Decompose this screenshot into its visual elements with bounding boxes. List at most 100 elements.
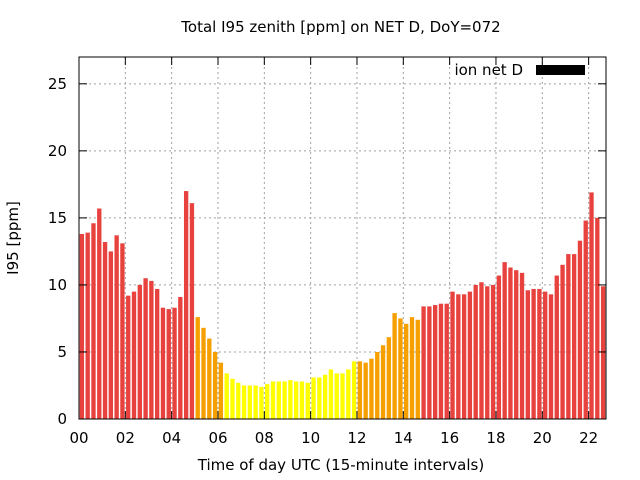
bar <box>241 385 247 419</box>
bar <box>265 384 270 419</box>
bar <box>438 303 444 419</box>
bar <box>346 369 351 419</box>
x-tick-label: 06 <box>208 429 227 447</box>
bar <box>207 338 212 419</box>
bar <box>340 373 345 419</box>
bar <box>166 309 171 419</box>
bar <box>380 345 386 419</box>
bar <box>577 240 583 419</box>
bar <box>357 361 363 419</box>
bar <box>102 242 108 419</box>
y-axis-label: I95 [ppm] <box>4 201 22 275</box>
bar <box>288 380 293 419</box>
bar <box>467 291 473 419</box>
bar <box>183 191 189 419</box>
bar <box>195 317 200 419</box>
bar <box>236 382 241 419</box>
bar <box>571 254 577 419</box>
bar <box>415 319 420 419</box>
bar <box>334 373 339 419</box>
bar-series <box>79 191 606 419</box>
x-axis-label: Time of day UTC (15-minute intervals) <box>197 456 484 474</box>
bar <box>502 262 507 419</box>
bar <box>160 307 166 419</box>
x-tick-label: 22 <box>579 429 598 447</box>
x-tick-label: 12 <box>347 429 366 447</box>
bar <box>85 232 90 419</box>
y-tick-label: 10 <box>48 276 67 294</box>
legend: ion net D <box>454 61 585 79</box>
x-tick-label: 08 <box>255 429 274 447</box>
x-tick-label: 16 <box>440 429 459 447</box>
bar <box>525 290 530 419</box>
bar <box>270 381 276 419</box>
bar <box>276 381 281 419</box>
bar <box>392 313 397 419</box>
bar <box>496 275 502 419</box>
bar <box>137 284 142 419</box>
bar <box>589 192 594 419</box>
x-tick-label: 00 <box>69 429 88 447</box>
bar <box>375 351 380 419</box>
bar <box>97 208 102 419</box>
bar <box>461 294 467 419</box>
bar <box>305 382 310 419</box>
x-tick-labels: 00 02 04 06 08 10 12 14 16 18 20 22 <box>69 429 598 447</box>
bar <box>201 327 206 419</box>
x-tick-label: 18 <box>486 429 505 447</box>
plot-frame <box>78 56 607 420</box>
bar <box>560 264 565 419</box>
bar <box>421 306 426 419</box>
bar <box>386 337 391 419</box>
bar <box>299 381 305 419</box>
bar <box>583 220 588 419</box>
bar <box>189 203 195 419</box>
x-tick-label: 10 <box>301 429 320 447</box>
bar <box>508 267 513 419</box>
bar <box>537 288 542 419</box>
bar <box>543 291 548 419</box>
bar <box>485 286 490 419</box>
bar <box>369 358 374 419</box>
bar <box>294 381 299 419</box>
legend-label: ion net D <box>454 61 523 79</box>
bar <box>247 385 253 419</box>
bar <box>212 351 218 419</box>
bar <box>600 286 606 419</box>
bar <box>149 280 154 419</box>
bar <box>450 291 455 419</box>
bar <box>519 272 525 419</box>
bar <box>409 317 415 419</box>
bar <box>126 295 131 419</box>
legend-swatch <box>536 65 585 75</box>
bar <box>114 235 119 419</box>
bar <box>108 251 114 419</box>
bar <box>317 377 322 419</box>
bar <box>554 275 559 419</box>
bar <box>479 282 484 419</box>
y-tick-label: 25 <box>48 75 67 93</box>
y-tick-label: 5 <box>57 343 67 361</box>
bar <box>178 296 183 419</box>
bar <box>328 369 334 419</box>
bar <box>490 284 496 419</box>
bar <box>514 270 519 419</box>
bar <box>566 254 571 419</box>
bar <box>404 323 409 419</box>
bar <box>444 303 449 419</box>
bar <box>427 306 432 419</box>
bar <box>531 288 536 419</box>
bar <box>224 373 229 419</box>
bar <box>548 294 554 419</box>
bar <box>351 361 357 419</box>
bar <box>172 307 177 419</box>
bar <box>282 381 287 419</box>
bar <box>259 386 264 419</box>
bar <box>143 278 148 419</box>
bar <box>120 243 125 419</box>
y-tick-labels: 0 5 10 15 20 25 <box>48 75 67 428</box>
bar <box>91 223 96 419</box>
bar <box>473 284 478 419</box>
grid-lines <box>79 57 606 419</box>
